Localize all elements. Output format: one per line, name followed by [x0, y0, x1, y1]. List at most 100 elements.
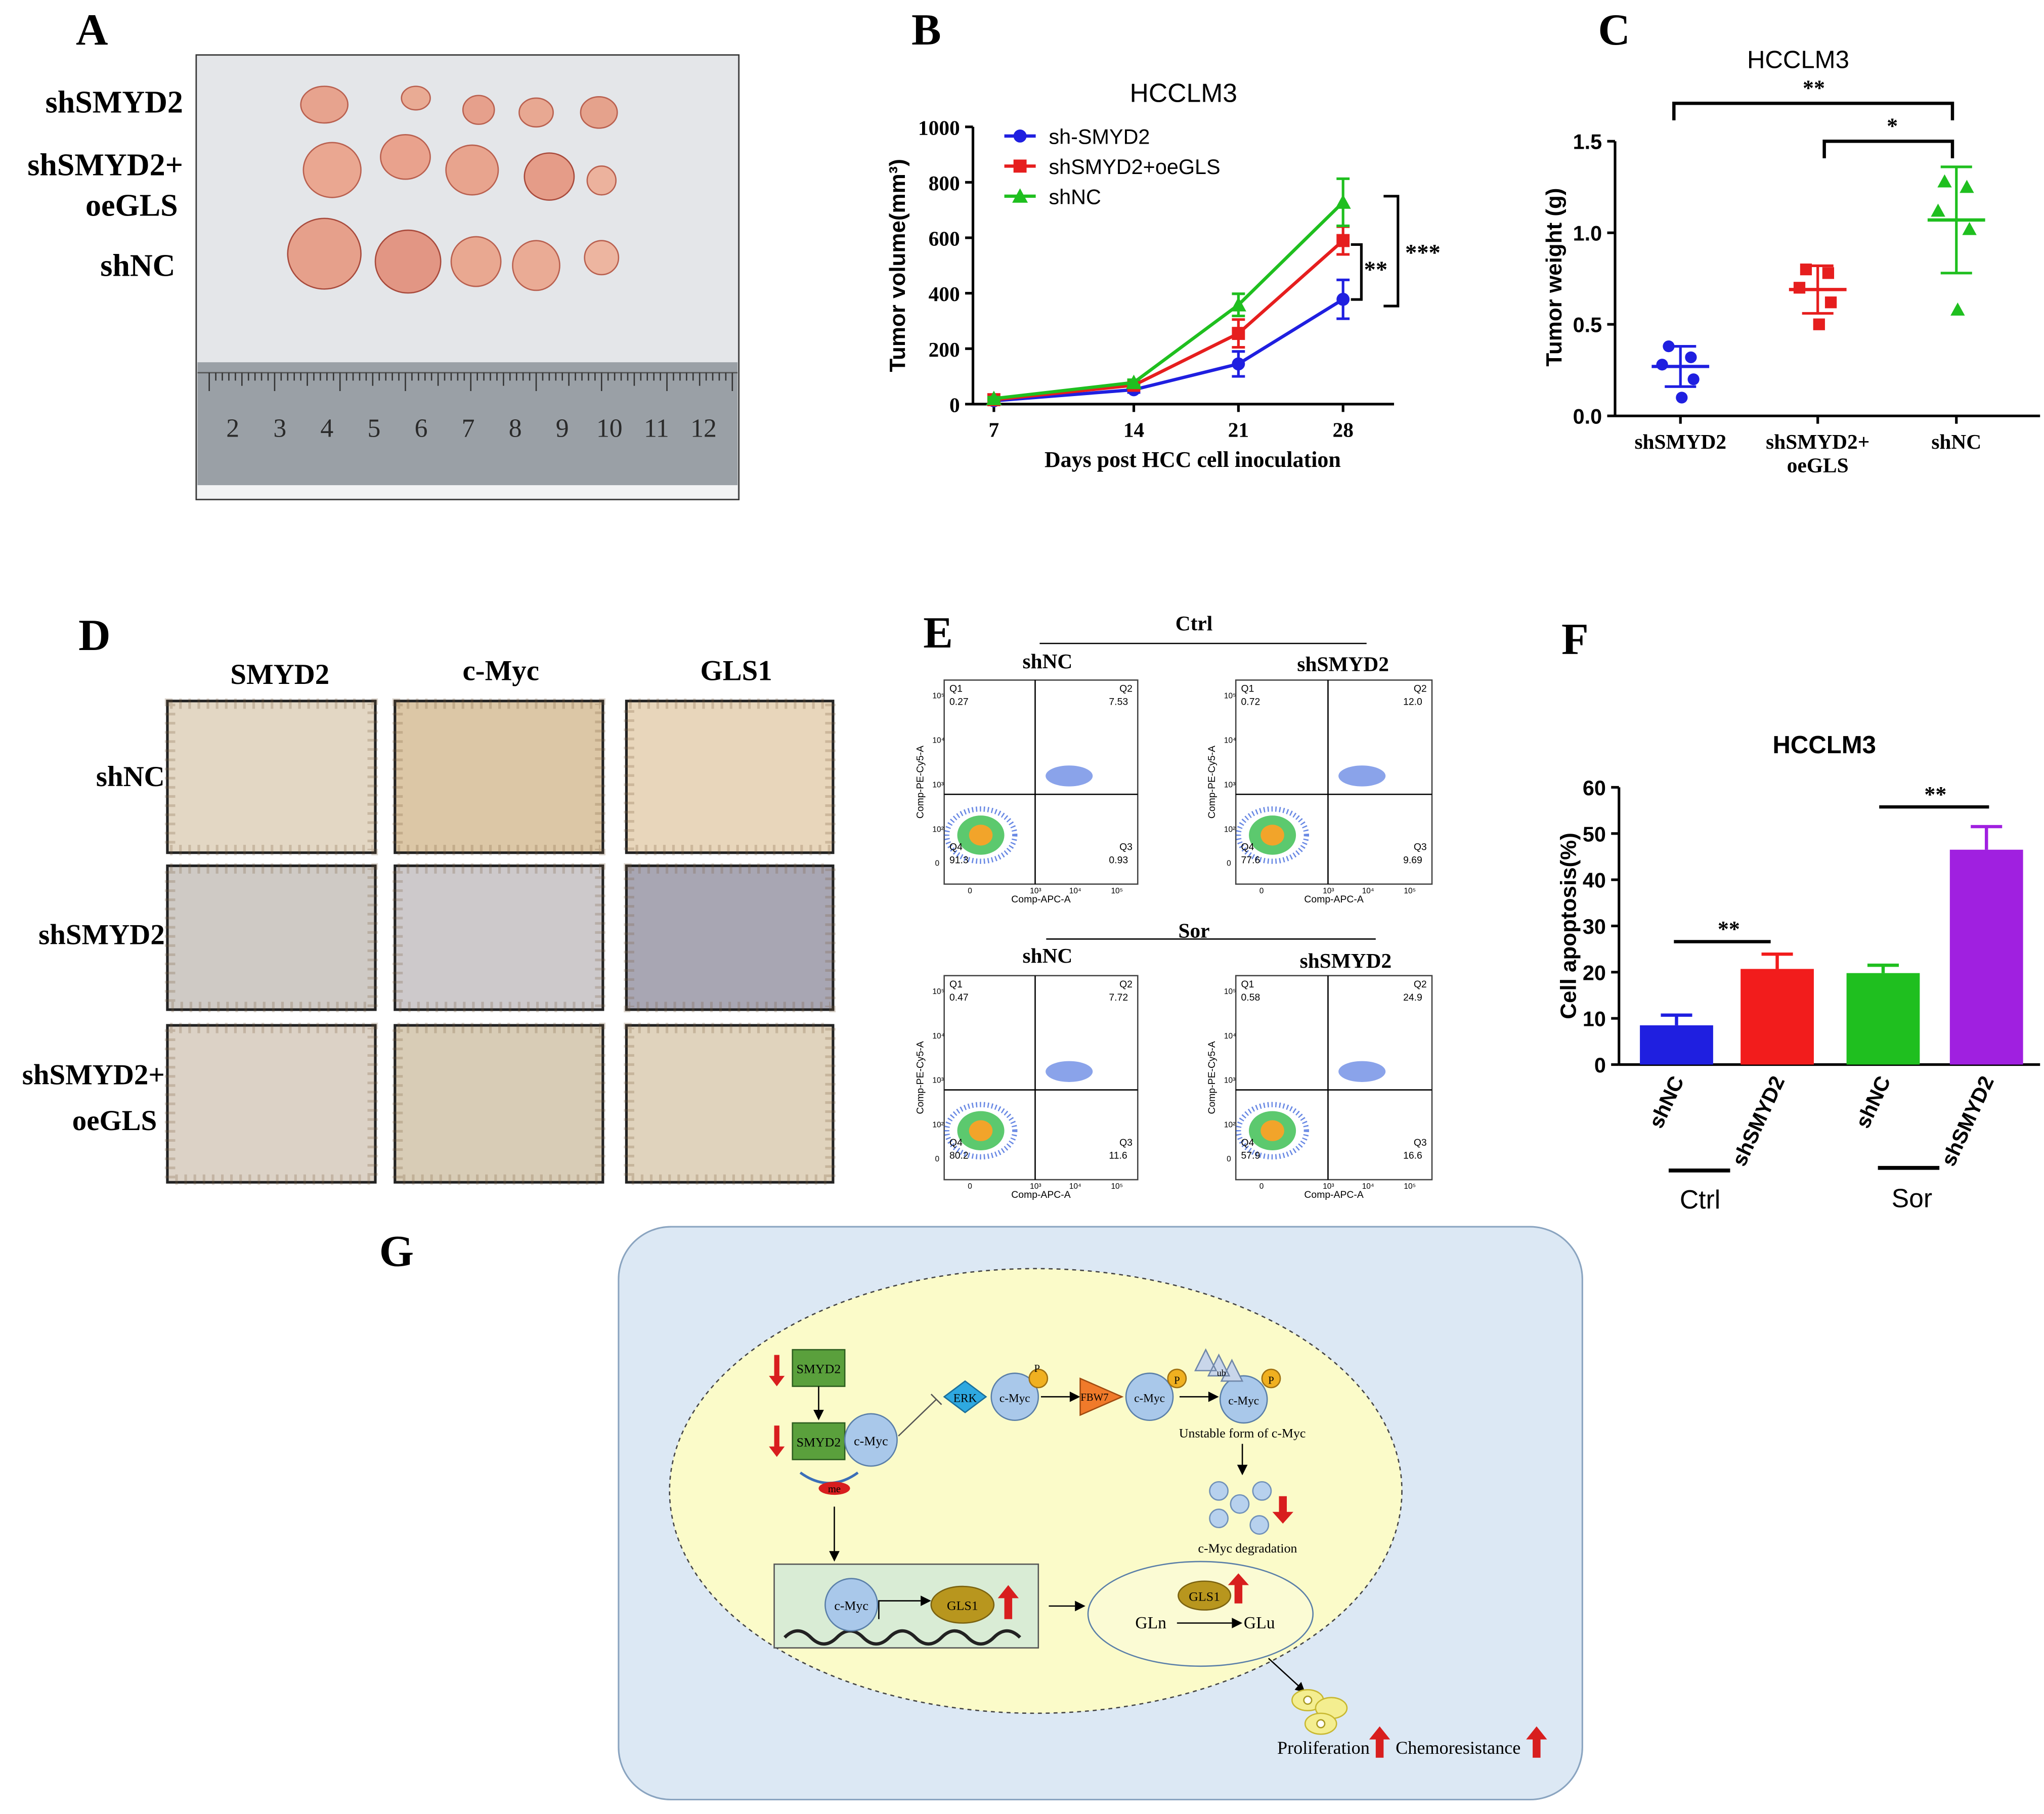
degradation-label: c-Myc degradation	[1198, 1541, 1297, 1556]
ruler-label: 7	[462, 414, 475, 443]
tumor-volume-chart: 0 200 400 600 800 1000 7 14 21 28 HCCLM3 Days post …	[885, 78, 1441, 472]
flow-x-tick: 10⁴	[1069, 887, 1081, 895]
x-tick-label: 7	[989, 418, 999, 442]
flow-density-edge	[944, 1102, 1018, 1160]
y-tick-label: 600	[929, 227, 960, 250]
flow-x-axis-label: Comp-APC-A	[1304, 1189, 1363, 1200]
sig-label-sor: **	[1924, 782, 1946, 807]
flow-x-tick: 10⁴	[1362, 1182, 1374, 1191]
sig-label-outer: **	[1803, 76, 1825, 101]
phospho-label: P	[1174, 1375, 1180, 1386]
quadrant-name: Q4	[1241, 842, 1254, 853]
gls1-ellipse	[1178, 1580, 1232, 1611]
data-point	[1937, 174, 1952, 188]
flow-y-tick: 0	[935, 859, 940, 868]
quadrant-name: Q3	[1119, 1137, 1133, 1148]
y-tick-label: 40	[1583, 869, 1606, 892]
cmyc-label: c-Myc	[834, 1599, 868, 1613]
ruler-label: 2	[226, 414, 239, 443]
data-point	[1824, 296, 1837, 309]
panel-c: C 0.0 0.5 1.0 1.5 HCCLM3 Tumor weight (g) shSM…	[1542, 6, 2040, 477]
ihc-row-label-oegls: oeGLS	[72, 1105, 157, 1137]
up-arrow-icon	[769, 1426, 785, 1457]
flow-y-tick: 10⁵	[932, 987, 944, 996]
ihc-row-label-shsmyd2-plus: shSMYD2+	[22, 1059, 165, 1091]
flow-y-tick: 10⁵	[932, 692, 944, 701]
chemoresistance-label: Chemoresistance	[1396, 1738, 1520, 1758]
x-tick-label: 21	[1228, 418, 1249, 442]
quadrant-value-q3: 9.69	[1403, 854, 1422, 866]
row-label-oegls: oeGLS	[85, 189, 178, 223]
data-point	[1232, 327, 1245, 340]
sig-bracket-inner	[1351, 243, 1363, 301]
panel-a-letter: A	[76, 6, 108, 55]
flow-y-tick: 10²	[932, 1121, 943, 1130]
y-tick-label: 0	[949, 393, 960, 416]
fbw7-label: FBW7	[1080, 1392, 1108, 1403]
proliferating-cells-icon	[1291, 1689, 1348, 1735]
flow-y-tick: 10⁴	[932, 1032, 944, 1041]
methyl-mark	[818, 1482, 850, 1495]
flow-y-tick: 10⁴	[1224, 1032, 1236, 1041]
flow-label-ctrl-shnc: shNC	[1022, 650, 1072, 673]
quadrant-value-q3: 11.6	[1109, 1150, 1127, 1161]
ihc-image	[394, 700, 604, 854]
sig-label-outer: ***	[1405, 240, 1441, 266]
up-arrow-icon	[769, 1355, 785, 1387]
flow-density-peak	[1260, 825, 1284, 846]
y-tick-label: 1.5	[1573, 131, 1602, 154]
ruler-label: 12	[690, 414, 717, 443]
quadrant-value-q1: 0.27	[949, 697, 969, 708]
flow-y-tick: 10⁴	[1224, 737, 1236, 745]
y-tick-label: 20	[1583, 961, 1606, 984]
quadrant-name: Q4	[1241, 1137, 1254, 1148]
data-point	[1656, 359, 1668, 371]
smyd2-box-label: SMYD2	[797, 1362, 841, 1376]
methyl-label: me	[828, 1484, 841, 1495]
glu-label: GLu	[1244, 1614, 1275, 1632]
ihc-texture	[624, 698, 836, 855]
quadrant-value-q2: 7.53	[1109, 697, 1128, 708]
ihc-image	[166, 700, 377, 854]
group-label-sor: Sor	[1892, 1183, 1932, 1213]
data-point	[1336, 292, 1350, 306]
flow-group-ctrl: Ctrl	[1176, 612, 1213, 635]
data-point	[1813, 318, 1825, 330]
flow-x-tick: 10⁵	[1111, 1182, 1123, 1191]
quadrant-value-q1: 0.72	[1241, 697, 1260, 708]
y-tick-label: 10	[1583, 1008, 1606, 1031]
cmyc-circle	[990, 1372, 1039, 1421]
quadrant-name: Q3	[1414, 842, 1427, 853]
flow-y-tick: 10⁴	[932, 737, 944, 745]
data-point	[1676, 392, 1688, 404]
flow-x-tick: 10³	[1323, 887, 1334, 895]
row-label-shsmyd2: shSMYD2	[46, 85, 183, 119]
panel-a: A 2 3 4 5 6 7 8 9 10 11 12	[27, 6, 740, 500]
ihc-image	[625, 700, 835, 854]
x-tick-label: shNC	[1851, 1072, 1895, 1132]
data-point	[1232, 357, 1245, 371]
ihc-texture	[164, 1022, 378, 1185]
quadrant-name: Q3	[1119, 842, 1133, 853]
cmyc-circle	[1219, 1375, 1268, 1424]
ihc-texture	[392, 863, 606, 1013]
up-arrow-icon	[1369, 1726, 1390, 1758]
y-tick-label: 30	[1583, 915, 1606, 938]
chart-title: HCCLM3	[1130, 78, 1238, 108]
quadrant-name: Q2	[1119, 979, 1133, 990]
flow-density-edge	[944, 806, 1018, 864]
flow-y-tick: 10²	[1224, 1121, 1235, 1130]
data-point	[1950, 303, 1965, 316]
panel-g: G SMYD2 SMYD2 c-Myc me ERK c-Myc P FBW7 …	[379, 1226, 1583, 1801]
quadrant-value-q4: 57.9	[1241, 1150, 1260, 1161]
data-point	[1336, 234, 1350, 247]
bar-1	[1741, 969, 1814, 1065]
tumor-row-shsmyd2	[300, 85, 618, 129]
x-tick-label: shSMYD2	[1634, 430, 1726, 453]
x-axis-label: Days post HCC cell inoculation	[1045, 447, 1341, 472]
flow-x-tick: 10⁵	[1404, 887, 1416, 895]
x-tick-label: shNC	[1931, 430, 1981, 453]
series-line-2	[993, 201, 1344, 401]
flow-label-ctrl-shsmyd2: shSMYD2	[1297, 652, 1389, 675]
data-point	[1126, 374, 1142, 390]
